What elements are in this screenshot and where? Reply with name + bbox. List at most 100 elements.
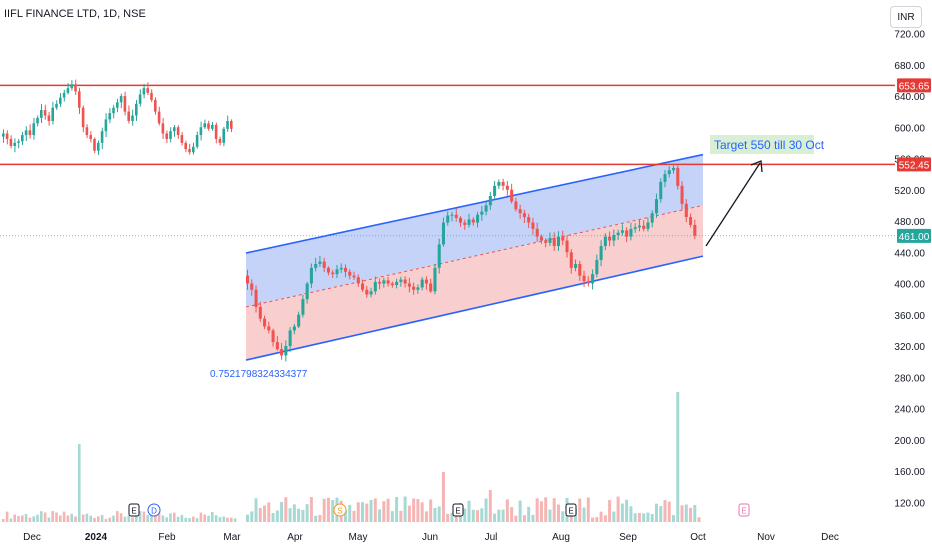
candle-body <box>535 228 539 237</box>
candle-body <box>424 279 428 284</box>
candle <box>2 129 5 143</box>
event-marker: E <box>738 503 750 517</box>
price-tag-bg <box>897 228 931 243</box>
x-tick-label: May <box>349 532 368 543</box>
x-tick-label: Sep <box>619 532 637 543</box>
candle-body <box>192 146 195 153</box>
volume-bar <box>654 503 658 522</box>
candle-body <box>59 97 62 104</box>
volume-bar <box>230 517 233 522</box>
candle <box>192 142 195 155</box>
volume-bar <box>263 505 267 522</box>
volume-bar <box>586 497 590 522</box>
volume-bar <box>476 510 480 522</box>
volume-bar <box>531 514 535 522</box>
candle-body <box>467 219 471 225</box>
volume-bar <box>450 512 454 522</box>
volume-bar <box>309 497 313 522</box>
candle <box>429 278 433 294</box>
candle-body <box>326 267 330 273</box>
volume-bar <box>218 517 222 522</box>
volume-bar <box>5 511 9 522</box>
volume-bar <box>47 517 51 522</box>
volume-bar <box>684 504 688 522</box>
candle <box>188 143 191 155</box>
candle <box>9 135 13 149</box>
volume-bar <box>36 514 39 522</box>
candle <box>55 100 58 110</box>
candle <box>659 178 663 203</box>
candle <box>108 108 111 124</box>
candle <box>131 109 134 126</box>
candle-body <box>403 279 407 284</box>
y-tick-label: 680.00 <box>894 61 925 72</box>
price-tag-label: 461.00 <box>899 232 930 243</box>
volume-bar <box>591 517 595 522</box>
volume-bar <box>343 510 347 522</box>
x-tick-label: 2024 <box>85 532 108 543</box>
candle <box>454 208 458 222</box>
candle-body <box>586 281 590 284</box>
volume-bar <box>131 517 134 522</box>
candle-body <box>552 238 556 246</box>
candle <box>471 217 475 226</box>
candle <box>569 249 573 274</box>
volume-bar <box>142 511 146 522</box>
candle <box>280 343 284 360</box>
candle-body <box>510 189 514 202</box>
candle <box>104 113 108 138</box>
candle <box>548 232 552 246</box>
candle <box>352 271 356 280</box>
volume-bar <box>70 513 73 522</box>
volume-bar <box>127 515 130 522</box>
volume-bar <box>13 514 16 522</box>
candle-body <box>211 124 214 129</box>
volume-bar <box>510 507 514 522</box>
volume-bar <box>424 511 428 522</box>
candle <box>195 131 199 149</box>
volume-bar <box>112 515 115 522</box>
volume-bar <box>21 515 24 522</box>
candle <box>226 115 229 132</box>
candle <box>505 180 509 196</box>
channel-coefficient-label: 0.7521798324334377 <box>210 369 308 380</box>
candle <box>157 106 161 126</box>
y-tick-label: 720.00 <box>894 30 925 41</box>
volume-bar <box>267 502 271 522</box>
volume-bar <box>288 508 292 522</box>
candle <box>32 117 35 140</box>
candle-body <box>214 124 218 139</box>
candle <box>416 284 420 294</box>
volume-bar <box>578 498 582 522</box>
candle-body <box>207 123 210 129</box>
currency-button[interactable]: INR <box>890 6 922 28</box>
volume-bar <box>28 517 32 522</box>
candle <box>74 79 77 95</box>
candle-body <box>123 96 127 112</box>
volume-bar <box>672 515 675 522</box>
volume-bar <box>161 515 165 522</box>
event-marker-label: S <box>337 507 342 516</box>
channel-lower-line <box>245 255 704 361</box>
volume-bar <box>89 515 92 522</box>
candle-body <box>416 287 420 290</box>
candle <box>586 276 590 287</box>
volume-bar <box>275 510 279 522</box>
event-marker-shape <box>147 503 161 517</box>
candle-body <box>433 267 437 292</box>
candle <box>203 119 206 129</box>
candle <box>365 285 369 298</box>
candle-body <box>561 236 565 241</box>
candle <box>154 97 157 115</box>
candle-body <box>339 267 343 270</box>
candle-body <box>135 103 138 116</box>
candle <box>608 231 612 247</box>
candle-body <box>420 279 424 288</box>
candle-body <box>488 196 492 206</box>
target-arrow-head <box>750 160 763 173</box>
volume-bar <box>663 500 667 522</box>
candle-body <box>250 283 254 290</box>
candle <box>275 335 279 351</box>
event-marker-shape <box>565 503 577 517</box>
